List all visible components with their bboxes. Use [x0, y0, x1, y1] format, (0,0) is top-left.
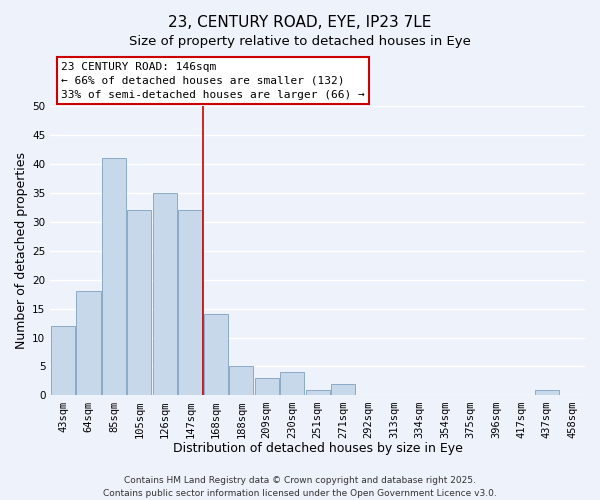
Bar: [331, 384, 355, 396]
Bar: [280, 372, 304, 396]
Bar: [535, 390, 559, 396]
Bar: [127, 210, 151, 396]
Bar: [203, 314, 228, 396]
Text: Size of property relative to detached houses in Eye: Size of property relative to detached ho…: [129, 35, 471, 48]
Bar: [305, 390, 330, 396]
Bar: [76, 291, 101, 396]
Y-axis label: Number of detached properties: Number of detached properties: [15, 152, 28, 349]
Bar: [254, 378, 279, 396]
Text: Contains HM Land Registry data © Crown copyright and database right 2025.
Contai: Contains HM Land Registry data © Crown c…: [103, 476, 497, 498]
Bar: [229, 366, 253, 396]
Bar: [178, 210, 202, 396]
Text: 23, CENTURY ROAD, EYE, IP23 7LE: 23, CENTURY ROAD, EYE, IP23 7LE: [169, 15, 431, 30]
X-axis label: Distribution of detached houses by size in Eye: Distribution of detached houses by size …: [173, 442, 463, 455]
Bar: [102, 158, 126, 396]
Text: 23 CENTURY ROAD: 146sqm
← 66% of detached houses are smaller (132)
33% of semi-d: 23 CENTURY ROAD: 146sqm ← 66% of detache…: [61, 62, 365, 100]
Bar: [51, 326, 75, 396]
Bar: [153, 192, 177, 396]
